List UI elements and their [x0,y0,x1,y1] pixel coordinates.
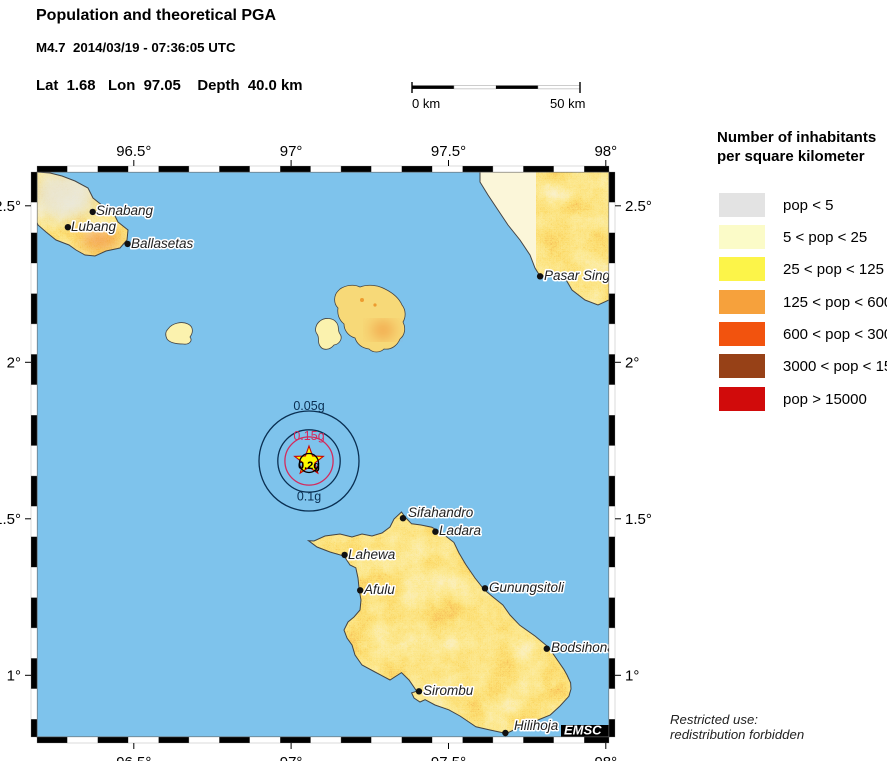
svg-text:Afulu: Afulu [363,582,395,597]
svg-text:Gunungsitoli: Gunungsitoli [489,580,565,595]
svg-text:Lubang: Lubang [71,219,117,234]
svg-text:97°: 97° [280,754,303,761]
svg-text:1°: 1° [7,667,21,684]
svg-text:1.5°: 1.5° [0,511,21,528]
svg-text:98°: 98° [594,754,617,761]
svg-text:96.5°: 96.5° [116,754,151,761]
svg-text:2.5°: 2.5° [625,198,652,215]
svg-text:Ladara: Ladara [439,523,482,538]
svg-text:97.5°: 97.5° [431,143,466,160]
svg-text:1.5°: 1.5° [625,511,652,528]
svg-text:Bodsihona: Bodsihona [551,640,615,655]
svg-text:97°: 97° [280,143,303,160]
svg-text:Sirombu: Sirombu [423,683,474,698]
svg-text:Lahewa: Lahewa [348,547,396,562]
svg-text:97.5°: 97.5° [431,754,466,761]
svg-text:2.5°: 2.5° [0,198,21,215]
svg-text:1°: 1° [625,667,639,684]
svg-text:0.05g: 0.05g [293,399,324,413]
svg-text:0.1g: 0.1g [297,490,321,504]
svg-text:2°: 2° [625,354,639,371]
svg-text:2°: 2° [7,354,21,371]
svg-text:EMSC: EMSC [564,723,602,738]
svg-text:Sifahandro: Sifahandro [408,505,474,520]
svg-text:Hilihoja: Hilihoja [514,718,559,733]
svg-text:98°: 98° [594,143,617,160]
svg-text:Sinabang: Sinabang [96,203,154,218]
svg-text:0.2g: 0.2g [298,460,320,472]
svg-text:0.15g: 0.15g [293,429,324,443]
svg-text:96.5°: 96.5° [116,143,151,160]
svg-text:Ballasetas: Ballasetas [131,236,194,251]
